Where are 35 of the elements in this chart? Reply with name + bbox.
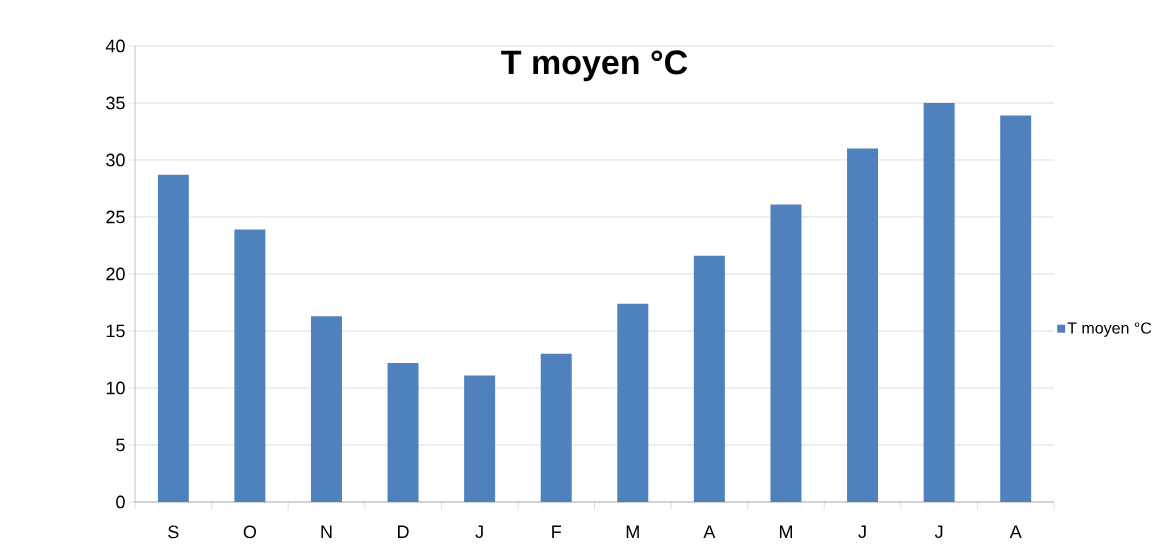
bar xyxy=(234,229,266,502)
y-tick-label: 10 xyxy=(106,381,125,395)
y-tick-label: 25 xyxy=(106,210,125,224)
x-tick-label: N xyxy=(321,525,332,538)
x-tick-label: A xyxy=(1009,525,1022,538)
x-tick-label: O xyxy=(243,525,257,539)
x-tick-label: J xyxy=(934,525,943,539)
x-tick-label: M xyxy=(779,525,792,538)
bar xyxy=(157,174,189,502)
bar xyxy=(693,255,725,502)
bar xyxy=(923,103,955,502)
y-tick-label: 5 xyxy=(116,438,125,452)
bar xyxy=(540,353,572,502)
x-tick-label: M xyxy=(626,525,639,538)
bar xyxy=(617,303,649,502)
bar xyxy=(770,204,802,502)
y-tick-label: 0 xyxy=(116,495,125,509)
chart-title: T moyen °C xyxy=(501,50,688,82)
y-tick-label: 40 xyxy=(105,39,125,53)
x-tick-label: D xyxy=(398,525,409,538)
y-tick-label: 30 xyxy=(106,153,125,167)
x-tick-label: F xyxy=(552,525,561,538)
bar xyxy=(464,375,496,502)
y-tick-label: 15 xyxy=(106,324,125,338)
bar xyxy=(847,148,879,502)
y-tick-label: 35 xyxy=(106,96,125,110)
x-tick-label: J xyxy=(475,525,483,539)
bar xyxy=(1000,115,1032,502)
y-tick-label: 20 xyxy=(106,267,125,281)
x-tick-label: A xyxy=(703,525,716,538)
x-tick-label: S xyxy=(168,525,179,539)
x-tick-label: J xyxy=(858,525,866,539)
legend-label: T moyen °C xyxy=(1067,322,1152,337)
bar xyxy=(387,362,419,502)
bar xyxy=(310,316,342,502)
